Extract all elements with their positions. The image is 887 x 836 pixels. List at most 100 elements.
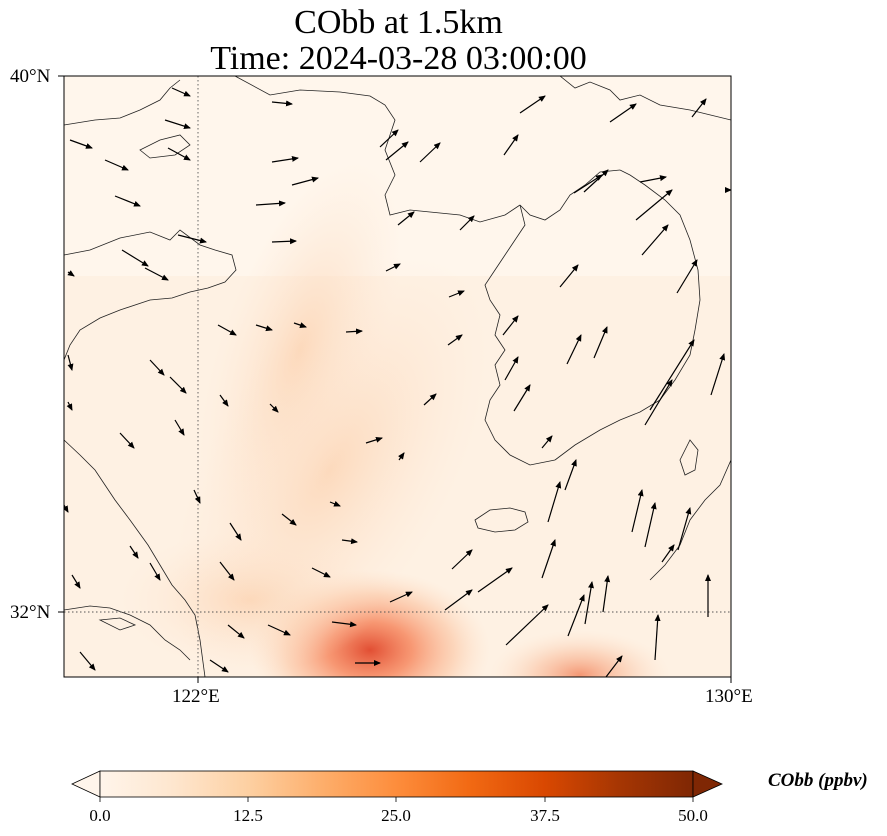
wind-arrow: [541, 539, 556, 579]
wind-arrow: [477, 567, 513, 593]
wind-arrow: [121, 249, 149, 267]
wind-arrow: [644, 502, 657, 548]
coast-manchuria: [559, 76, 731, 121]
wind-arrow: [423, 393, 437, 406]
coast-korea-west: [484, 204, 556, 466]
wind-arrow: [255, 324, 273, 332]
wind-arrow: [583, 169, 609, 193]
wind-arrow: [267, 624, 291, 636]
wind-arrow: [341, 538, 358, 545]
wind-arrow: [605, 655, 623, 677]
wind-arrow: [293, 322, 307, 328]
map-frame: [63, 75, 732, 678]
colorbar-max-extend: [692, 770, 723, 798]
wind-arrow: [69, 139, 93, 149]
co-plume-lower-left: [120, 530, 380, 670]
coast-china-north: [64, 229, 237, 361]
wind-arrow: [385, 141, 409, 161]
island-jeju: [474, 507, 529, 533]
map-title-line-1: CObb at 1.5km: [294, 4, 503, 41]
colorbar-ticks: [99, 797, 694, 802]
wind-arrow: [602, 575, 611, 613]
wind-arrow: [559, 264, 579, 288]
wind-arrow: [385, 263, 401, 272]
wind-arrow: [504, 356, 519, 381]
wind-arrow: [167, 147, 191, 161]
wind-arrow: [365, 436, 383, 444]
wind-arrow: [281, 513, 297, 526]
wind-arrow: [502, 315, 519, 336]
colorbar-tick-label-2: 25.0: [381, 806, 411, 825]
wind-arrow: [177, 234, 207, 244]
wind-arrow: [169, 376, 187, 394]
wind-arrow: [311, 567, 331, 578]
wind-arrow: [573, 174, 603, 194]
wind-arrow: [513, 384, 531, 412]
wind-arrow: [144, 267, 169, 281]
wind-arrow: [676, 259, 698, 294]
wind-arrow: [64, 504, 69, 513]
wind-arrow: [541, 435, 553, 449]
colorbar-tick-label-0: 0.0: [89, 806, 111, 825]
wind-arrow: [209, 659, 229, 673]
wind-arrow: [519, 95, 546, 114]
wind-arrow: [67, 270, 75, 277]
wind-arrow: [644, 379, 673, 426]
wind-arrow: [219, 561, 235, 581]
wind-arrow: [71, 574, 81, 589]
wind-arrow: [149, 359, 165, 376]
wind-arrow: [447, 334, 463, 346]
colorbar-title: CObb (ppbv): [768, 770, 868, 791]
wind-arrow: [291, 176, 319, 186]
wind-arrow: [331, 621, 357, 628]
wind-arrow: [566, 334, 582, 365]
lon-label-122e: 122°E: [172, 686, 220, 707]
wind-arrow: [677, 507, 692, 551]
map-title-line-2: Time: 2024-03-28 03:00:00: [210, 40, 587, 77]
wind-arrow: [149, 562, 161, 581]
coast-korea-south: [554, 169, 701, 461]
wind-arrow: [593, 326, 608, 359]
wind-arrow: [564, 459, 577, 491]
wind-arrow: [584, 581, 594, 625]
wind-arrow: [609, 103, 637, 123]
wind-arrow: [635, 189, 673, 221]
wind-arrow: [114, 195, 141, 207]
wind-arrow: [649, 339, 695, 411]
wind-vectors: [64, 87, 731, 677]
coast-bohai: [64, 79, 191, 159]
wind-arrow: [193, 489, 201, 504]
wind-arrow: [448, 290, 465, 298]
colorbar-tick-label-4: 50.0: [678, 806, 708, 825]
wind-arrow: [67, 354, 74, 371]
wind-arrow: [119, 432, 135, 449]
wind-arrow: [255, 200, 286, 207]
coastlines: [64, 76, 731, 677]
coast-liaodong: [234, 76, 521, 223]
wind-arrow: [567, 594, 585, 637]
lat-label-32n: 32°N: [10, 602, 51, 623]
wind-arrow: [505, 604, 549, 646]
coast-korea-east: [519, 169, 621, 221]
lon-label-130e: 130°E: [705, 686, 753, 707]
wind-arrow: [691, 98, 707, 118]
wind-arrow: [547, 481, 562, 523]
co-plume-secondary: [490, 630, 670, 677]
wind-arrow: [269, 403, 279, 413]
wind-arrow: [171, 87, 191, 97]
wind-arrow: [227, 624, 245, 639]
wind-arrow: [503, 134, 519, 156]
wind-arrow: [379, 129, 399, 148]
wind-arrow: [345, 328, 363, 335]
colorbar-min-extend: [71, 770, 101, 798]
wind-arrow: [271, 100, 293, 107]
lat-label-40n: 40°N: [10, 66, 51, 87]
wind-arrow: [271, 155, 299, 163]
wind-arrow: [639, 175, 667, 183]
wind-arrow: [79, 651, 96, 671]
wind-arrow: [104, 159, 129, 171]
wind-arrow: [661, 544, 675, 563]
wind-arrow: [164, 119, 191, 130]
